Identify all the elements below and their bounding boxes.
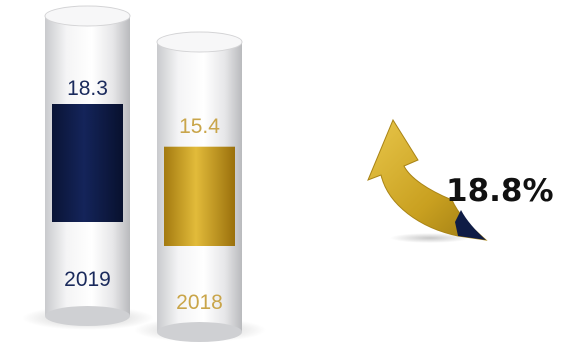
- value-label-2019: 18.3: [67, 77, 108, 100]
- value-label-2018: 15.4: [179, 115, 220, 138]
- growth-arrow-icon: [367, 118, 488, 243]
- change-percent-label: 18.8%: [446, 173, 554, 209]
- cylinder-2019: 18.3 2019: [44, 5, 131, 326]
- category-label-2018: 2018: [176, 291, 223, 314]
- category-label-2019: 2019: [64, 268, 111, 291]
- cylinder-2018: 15.4 2018: [156, 31, 243, 342]
- bar-2019: [52, 104, 123, 222]
- bar-2018: [164, 146, 235, 246]
